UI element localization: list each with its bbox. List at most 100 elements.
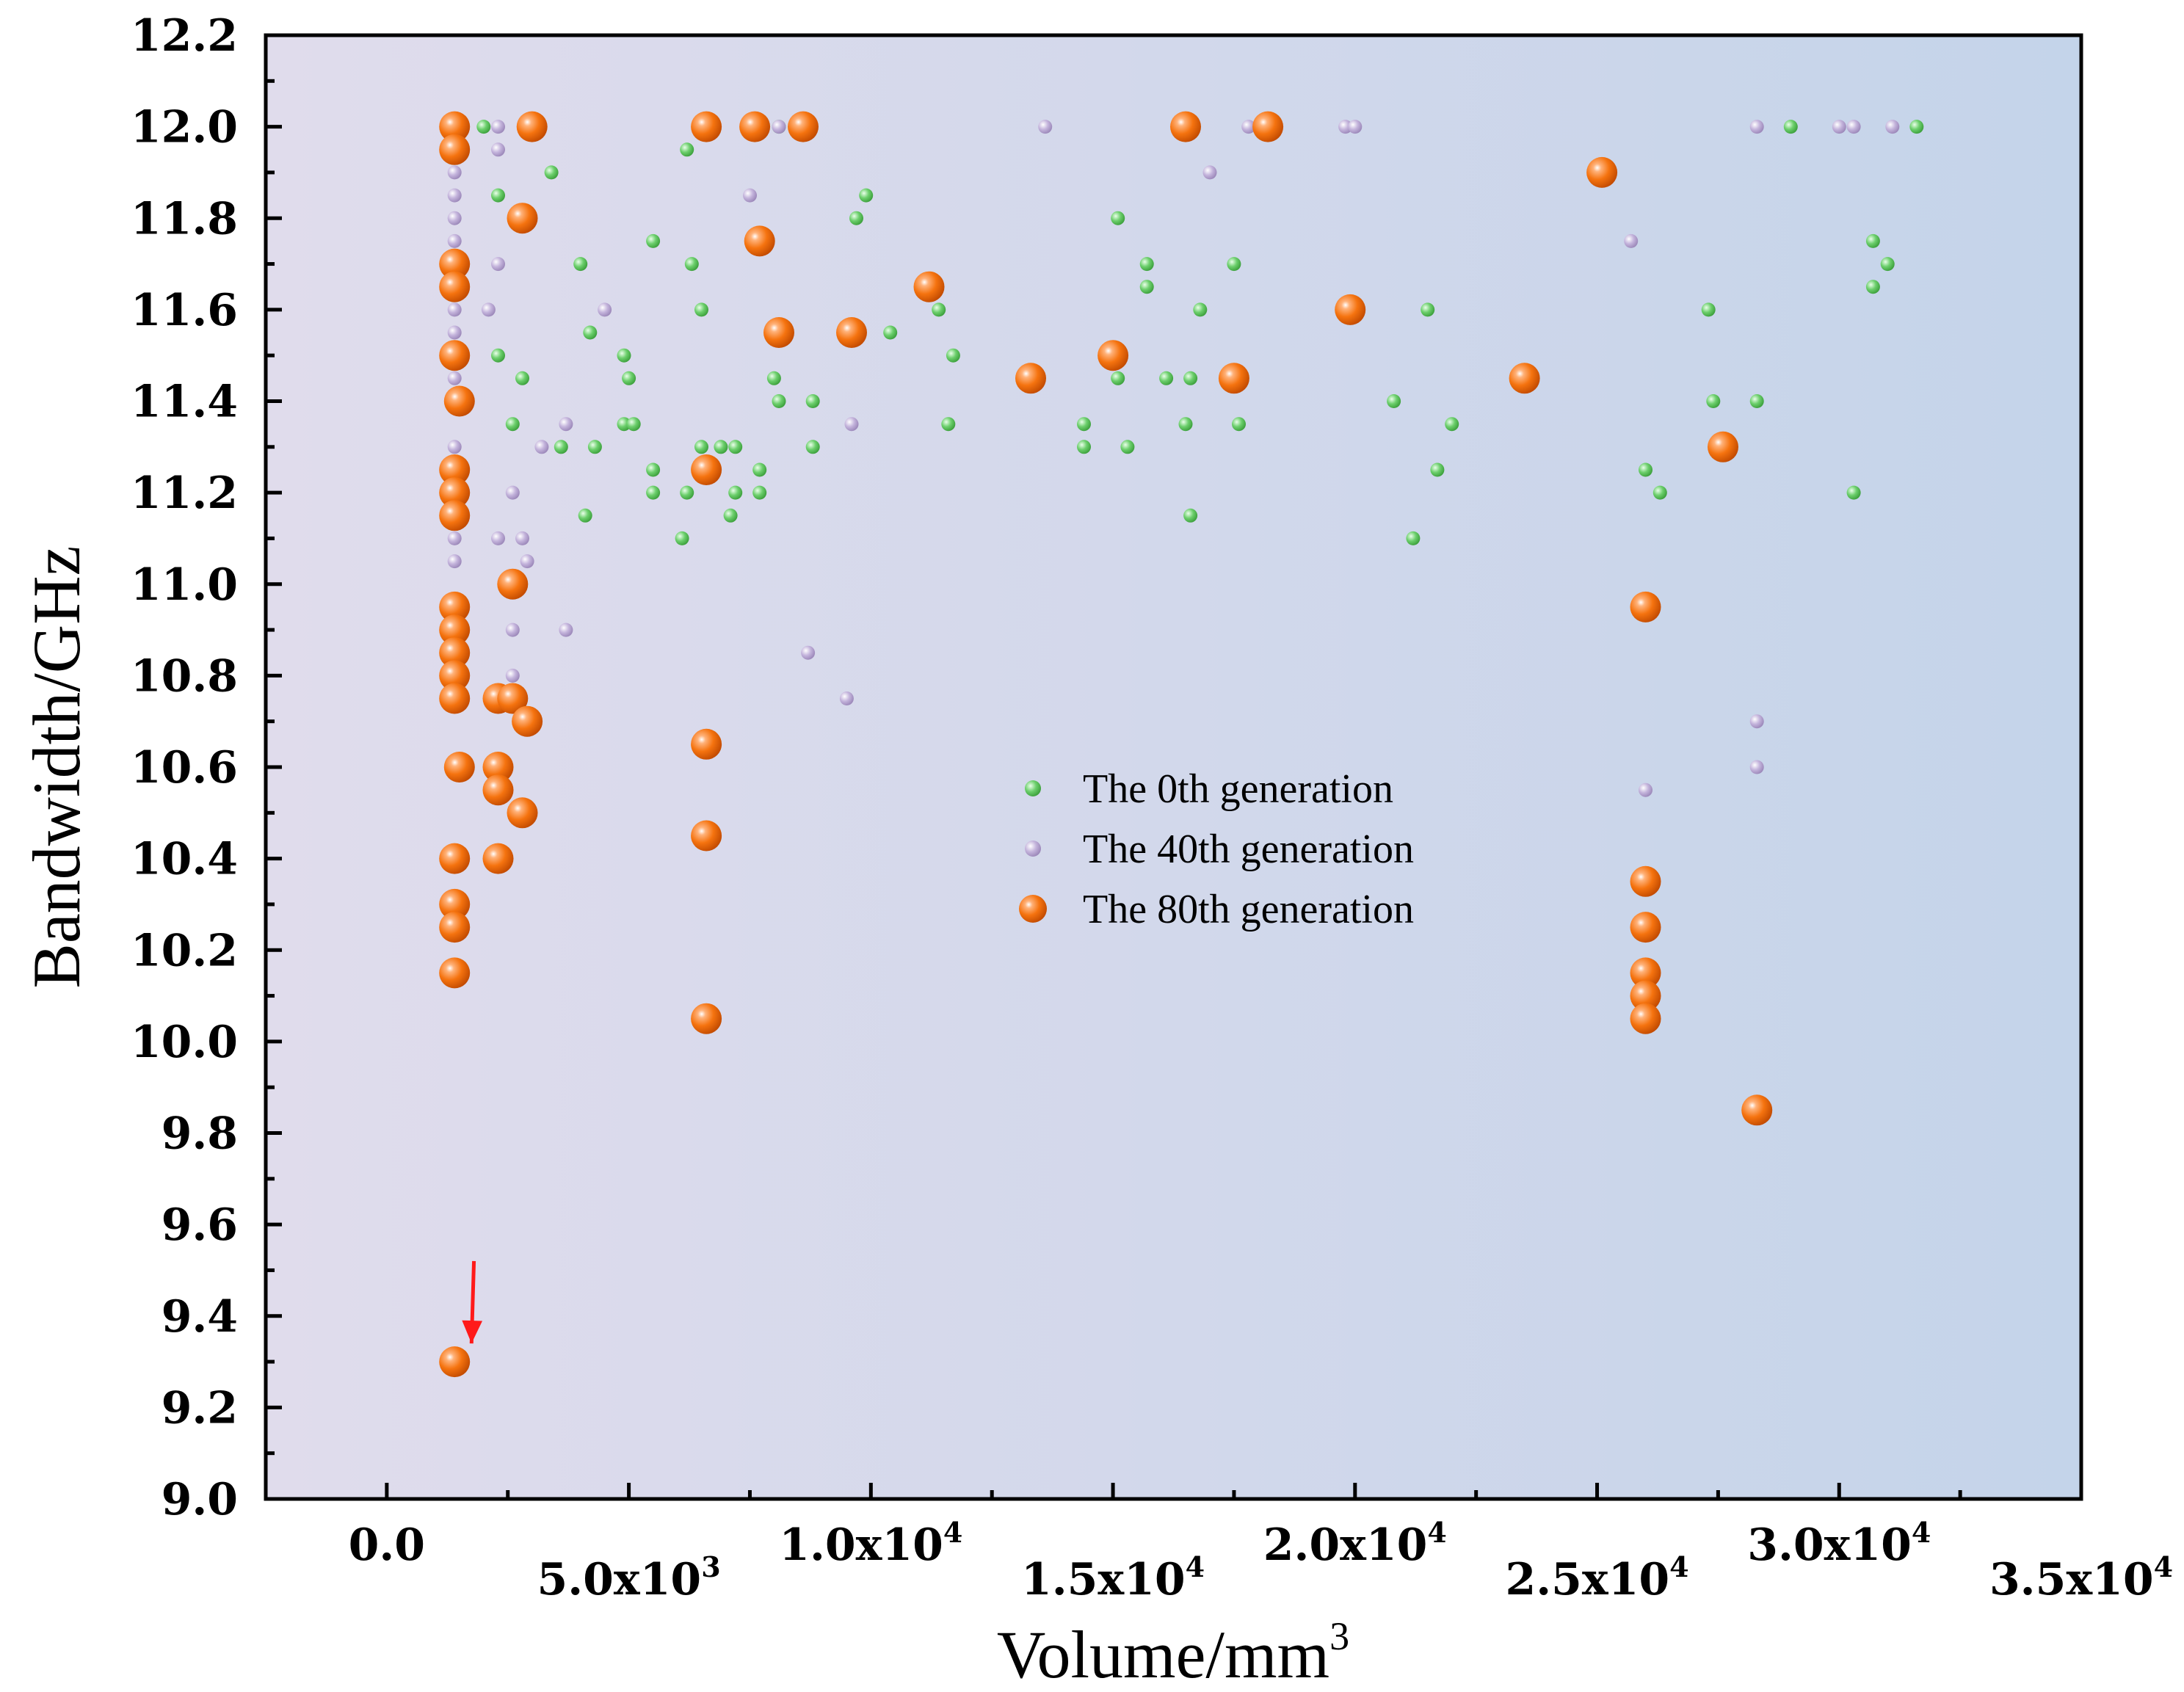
point-the-80th-generation (439, 660, 471, 691)
y-tick-label: 12.2 (131, 10, 238, 62)
point-the-80th-generation (516, 111, 548, 142)
point-the-0th-generation (772, 394, 786, 408)
point-the-40th-generation (534, 440, 549, 454)
point-the-80th-generation (744, 225, 775, 257)
point-the-80th-generation (439, 683, 471, 714)
y-tick-label: 12.0 (131, 102, 238, 153)
point-the-80th-generation (691, 820, 722, 852)
x-tick-mantissa: 3.5x10 (1989, 1554, 2154, 1605)
point-the-80th-generation (439, 1346, 471, 1378)
point-the-40th-generation (772, 120, 786, 134)
point-the-0th-generation (554, 440, 568, 454)
point-the-40th-generation (447, 211, 462, 225)
point-the-0th-generation (1111, 211, 1125, 225)
point-the-80th-generation (507, 797, 538, 829)
point-the-0th-generation (1111, 371, 1125, 385)
point-the-40th-generation (447, 302, 462, 317)
point-the-0th-generation (583, 325, 598, 340)
point-the-40th-generation (839, 691, 854, 705)
x-tick-label: 3.5x104 (1989, 1550, 2173, 1605)
point-the-0th-generation (675, 531, 689, 545)
y-tick-label: 10.6 (131, 742, 238, 794)
point-the-0th-generation (1178, 417, 1193, 432)
point-the-0th-generation (515, 371, 529, 385)
legend-label: The 80th generation (1083, 887, 1414, 932)
point-the-40th-generation (520, 554, 534, 569)
plot-area-background (266, 35, 2081, 1499)
point-the-0th-generation (646, 485, 661, 500)
point-the-40th-generation (481, 302, 496, 317)
y-tick-label: 9.4 (162, 1291, 238, 1343)
point-the-0th-generation (680, 485, 694, 500)
point-the-0th-generation (752, 485, 767, 500)
point-the-80th-generation (512, 705, 543, 737)
point-the-80th-generation (482, 843, 514, 874)
point-the-0th-generation (1193, 302, 1208, 317)
point-the-40th-generation (1639, 783, 1652, 797)
point-the-80th-generation (913, 271, 945, 302)
point-the-40th-generation (801, 645, 816, 660)
x-tick-mantissa: 1.0x10 (779, 1519, 943, 1571)
point-the-80th-generation (439, 500, 471, 531)
point-the-40th-generation (447, 531, 462, 545)
point-the-80th-generation (482, 774, 514, 806)
point-the-0th-generation (1139, 257, 1154, 272)
point-the-0th-generation (1120, 440, 1135, 454)
point-the-80th-generation (1509, 363, 1540, 394)
point-the-0th-generation (680, 142, 694, 157)
y-tick-label: 11.0 (131, 559, 238, 611)
point-the-0th-generation (1701, 302, 1716, 317)
point-the-80th-generation (439, 637, 471, 669)
y-tick-label: 9.8 (162, 1108, 238, 1160)
point-the-0th-generation (728, 485, 743, 500)
legend-marker (1025, 780, 1041, 796)
point-the-40th-generation (505, 485, 520, 500)
x-tick-mantissa: 5.0x10 (537, 1554, 702, 1605)
point-the-80th-generation (1218, 363, 1249, 394)
point-the-40th-generation (1202, 165, 1217, 180)
point-the-0th-generation (505, 417, 520, 432)
point-the-40th-generation (1749, 714, 1764, 729)
point-the-80th-generation (763, 317, 794, 348)
y-tick-label: 11.8 (131, 193, 238, 244)
x-tick-exponent: 4 (2154, 1550, 2173, 1583)
point-the-40th-generation (1749, 760, 1764, 774)
point-the-0th-generation (1445, 417, 1459, 432)
point-the-40th-generation (1749, 120, 1764, 134)
x-tick-mantissa: 3.0x10 (1747, 1519, 1912, 1571)
point-the-0th-generation (1183, 371, 1198, 385)
point-the-0th-generation (694, 440, 708, 454)
point-the-80th-generation (1630, 980, 1661, 1012)
point-the-40th-generation (1885, 120, 1900, 134)
point-the-0th-generation (1639, 462, 1652, 477)
point-the-80th-generation (439, 477, 471, 509)
y-tick-label: 11.2 (131, 468, 238, 519)
point-the-80th-generation (1741, 1094, 1773, 1126)
point-the-40th-generation (743, 188, 757, 203)
point-the-40th-generation (447, 165, 462, 180)
point-the-40th-generation (447, 325, 462, 340)
point-the-80th-generation (439, 271, 471, 302)
x-axis-title-superscript: 3 (1329, 1614, 1349, 1658)
point-the-0th-generation (1846, 485, 1861, 500)
point-the-0th-generation (1387, 394, 1401, 408)
point-the-40th-generation (1038, 120, 1053, 134)
point-the-80th-generation (1098, 340, 1129, 371)
point-the-80th-generation (439, 614, 471, 646)
point-the-0th-generation (646, 462, 661, 477)
point-the-40th-generation (447, 188, 462, 203)
point-the-80th-generation (691, 728, 722, 760)
y-tick-label: 10.8 (131, 650, 238, 702)
point-the-40th-generation (447, 233, 462, 248)
x-tick-label: 3.0x104 (1747, 1516, 1931, 1571)
point-the-0th-generation (1865, 233, 1880, 248)
point-the-0th-generation (1749, 394, 1764, 408)
point-the-0th-generation (1880, 257, 1895, 272)
arrow-annotation (462, 1260, 483, 1344)
y-tick-label: 9.2 (162, 1382, 238, 1434)
point-the-40th-generation (1832, 120, 1846, 134)
point-the-80th-generation (691, 454, 722, 485)
point-the-80th-generation (739, 111, 771, 142)
point-the-80th-generation (439, 888, 471, 920)
